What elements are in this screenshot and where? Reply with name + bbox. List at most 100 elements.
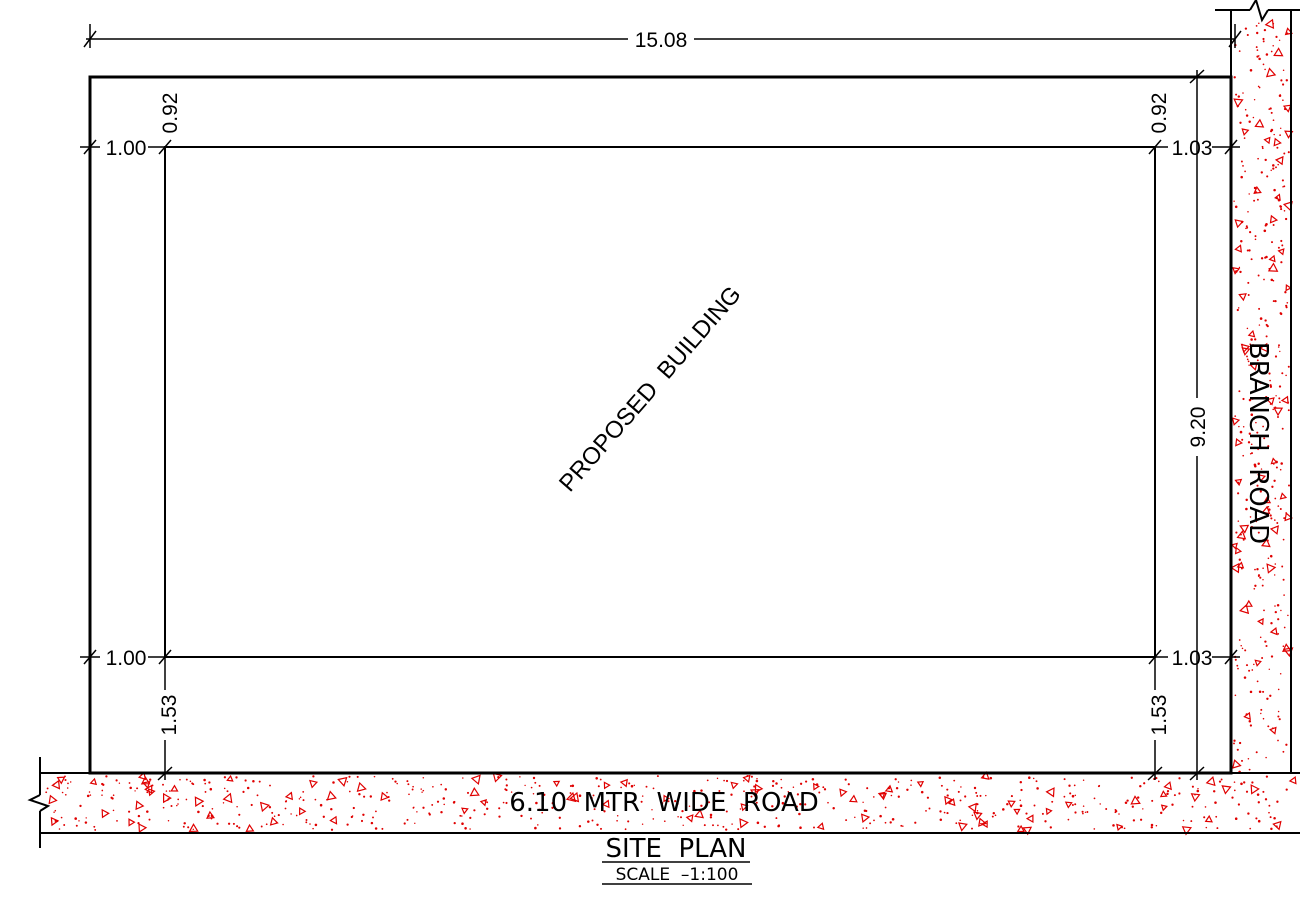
hatch-dot (1286, 301, 1289, 304)
hatch-dot (1236, 664, 1239, 667)
hatch-dot (1082, 812, 1084, 815)
hatch-dot (505, 801, 508, 805)
hatch-triangle (1231, 267, 1241, 275)
hatch-dot (1010, 795, 1013, 798)
hatch-dot (422, 806, 425, 809)
hatch-dot (1155, 777, 1158, 780)
hatch-dot (1280, 239, 1283, 243)
hatch-dot (1263, 28, 1267, 32)
hatch-dot (1280, 462, 1283, 465)
hatch-dot (805, 780, 808, 783)
hatch-dot (1257, 801, 1260, 804)
hatch-dot (1262, 40, 1265, 43)
hatch-triangle (188, 823, 199, 833)
hatch-dot (416, 811, 418, 813)
hatch-dot (137, 814, 141, 818)
setback-left-upper: 1.00 (106, 137, 147, 160)
hatch-dot (1254, 584, 1257, 587)
hatch-dot (1237, 667, 1239, 670)
hatch-dot (1234, 415, 1237, 417)
hatch-dot (964, 795, 967, 798)
hatch-dot (884, 821, 887, 824)
hatch-triangle (1261, 538, 1271, 548)
hatch-dot (534, 826, 537, 830)
hatch-dot (1272, 408, 1274, 411)
hatch-triangle (1273, 137, 1282, 147)
hatch-dot (1262, 717, 1265, 720)
hatch-dot (640, 800, 643, 803)
hatch-dot (1063, 778, 1066, 781)
hatch-dot (1283, 594, 1285, 596)
hatch-dot (1071, 804, 1074, 806)
hatch-dot (781, 801, 785, 805)
hatch-triangle (284, 791, 294, 801)
hatch-dot (520, 814, 523, 818)
hatch-dot (305, 819, 308, 821)
hatch-dot (920, 790, 924, 794)
hatch-dot (1267, 445, 1270, 448)
hatch-dot (222, 802, 225, 804)
hatch-dot (946, 794, 949, 797)
hatch-triangle (50, 816, 60, 827)
hatch-dot (1248, 432, 1251, 435)
hatch-dot (1244, 108, 1247, 111)
hatch-dot (652, 818, 655, 820)
hatch-dot (1269, 816, 1272, 819)
hatch-dot (348, 775, 351, 778)
hatch-dot (1238, 741, 1242, 745)
hatch-dot (1233, 739, 1236, 742)
hatch-dot (985, 794, 987, 797)
hatch-dot (443, 803, 445, 806)
hatch-dot (1084, 811, 1087, 813)
hatch-dot (60, 816, 63, 819)
hatch-triangle (1254, 659, 1262, 667)
hatch-dot (1049, 826, 1052, 829)
hatch-dot (910, 784, 912, 786)
hatch-dot (1261, 147, 1264, 150)
hatch-triangle (1274, 155, 1284, 166)
hatch-dot (1265, 756, 1267, 759)
hatch-dot (1277, 618, 1280, 621)
hatch-triangle (739, 818, 749, 829)
hatch-dot (1238, 390, 1241, 393)
hatch-dot (1265, 644, 1268, 648)
hatch-dot (1276, 800, 1279, 803)
hatch-dot (1263, 229, 1267, 233)
hatch-dot (146, 810, 149, 813)
hatch-triangle (1234, 219, 1244, 229)
hatch-dot (1256, 359, 1259, 362)
hatch-dot (914, 821, 917, 824)
hatch-dot (442, 797, 446, 800)
hatch-dot (652, 787, 655, 790)
hatch-dot (1255, 817, 1258, 820)
hatch-dot (538, 808, 541, 812)
side-road-label: BRANCH ROAD (1243, 342, 1273, 544)
hatch-dot (1248, 398, 1252, 402)
hatch-dot (170, 804, 173, 808)
hatch-dot (591, 819, 594, 822)
hatch-dot (1278, 385, 1282, 388)
hatch-dot (1275, 466, 1278, 469)
hatch-dot (1260, 712, 1262, 715)
hatch-dot (742, 779, 745, 782)
hatch-dot (1238, 266, 1241, 269)
hatch-dot (1178, 777, 1181, 780)
hatch-dot (462, 777, 464, 779)
hatch-dot (1068, 784, 1071, 787)
hatch-dot (302, 799, 305, 802)
hatch-triangle (479, 799, 488, 807)
hatch-dot (620, 786, 622, 789)
hatch-triangle (222, 792, 233, 804)
hatch-dot (1258, 307, 1261, 310)
hatch-dot (246, 786, 250, 790)
hatch-triangle (1269, 525, 1279, 535)
hatch-dot (722, 825, 725, 828)
hatch-dot (755, 801, 758, 804)
building-label: PROPOSED BUILDING (554, 281, 747, 497)
hatch-dot (1204, 806, 1207, 808)
hatch-dot (1256, 484, 1259, 487)
hatch-triangle (1249, 362, 1258, 371)
hatch-dot (189, 780, 192, 783)
hatch-dot (756, 821, 760, 825)
hatch-dot (168, 790, 171, 792)
